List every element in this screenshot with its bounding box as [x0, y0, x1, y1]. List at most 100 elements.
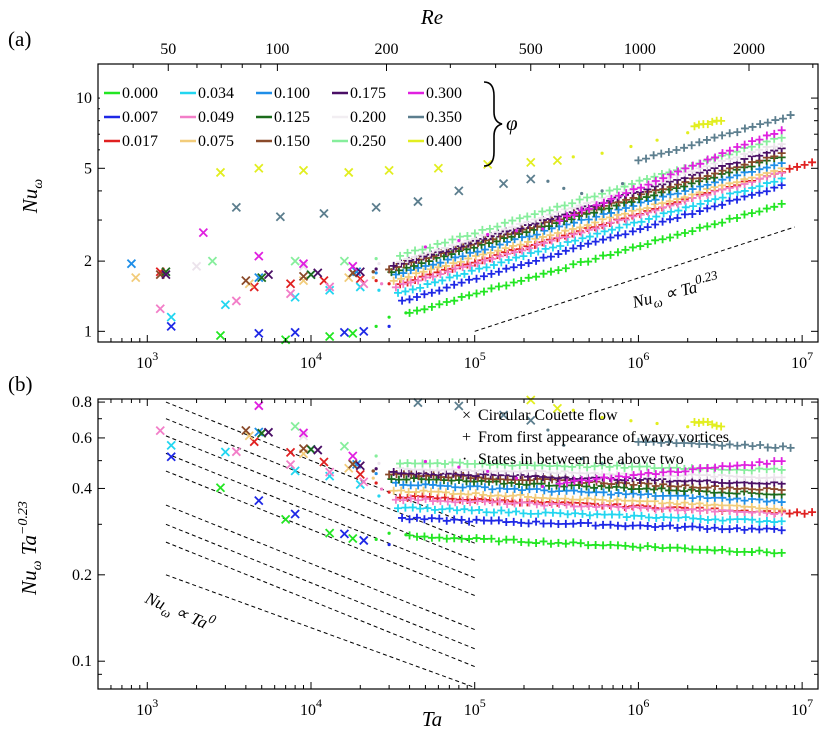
panel-a-points — [126, 111, 817, 345]
wavy-point — [510, 248, 519, 257]
wavy-point — [771, 116, 780, 125]
wavy-point — [621, 203, 630, 212]
wavy-point — [510, 499, 519, 508]
wavy-point — [695, 207, 704, 216]
wavy-point — [561, 226, 570, 235]
wavy-point — [636, 490, 645, 499]
between-point — [374, 454, 378, 458]
wavy-point — [434, 470, 443, 479]
between-point — [374, 537, 378, 541]
wavy-point — [613, 210, 622, 219]
cc-point — [166, 440, 176, 451]
panel-a-label: (a) — [8, 27, 31, 51]
wavy-point — [642, 462, 651, 471]
between-point — [486, 232, 490, 237]
wavy-point — [516, 240, 525, 249]
wavy-point — [569, 502, 578, 511]
wavy-point — [450, 296, 459, 305]
wavy-point — [725, 214, 734, 223]
cc-point — [285, 459, 296, 470]
wavy-point — [540, 238, 549, 247]
cc-point — [285, 289, 296, 299]
wavy-point — [740, 210, 749, 219]
wavy-point — [575, 195, 584, 204]
wavy-point — [755, 504, 764, 513]
wavy-point — [532, 500, 541, 509]
wavy-point — [590, 192, 599, 201]
wavy-point — [480, 483, 489, 492]
wavy-point — [509, 517, 518, 526]
cc-point — [257, 272, 267, 283]
wavy-point — [652, 513, 661, 522]
wavy-point — [503, 475, 512, 484]
y-tick-label: 0.4 — [72, 480, 92, 497]
wavy-point — [460, 505, 469, 514]
wavy-point — [664, 437, 673, 446]
cc-point — [285, 279, 296, 289]
wavy-point — [755, 525, 764, 534]
wavy-point — [658, 522, 667, 531]
wavy-point — [396, 251, 405, 260]
wavy-point — [489, 508, 498, 517]
wavy-point — [725, 440, 734, 449]
wavy-point — [397, 486, 406, 495]
wavy-point — [405, 515, 414, 524]
marker-legend: × Circular Couette flow + From first appear… — [462, 407, 729, 468]
x-tick-label: 107 — [791, 696, 813, 719]
cc-point — [483, 159, 493, 169]
wavy-point — [495, 252, 504, 261]
wavy-point — [659, 174, 668, 183]
wavy-point — [628, 496, 637, 505]
wavy-point — [718, 200, 727, 209]
wavy-point — [532, 230, 541, 239]
wavy-point — [606, 540, 615, 549]
x-top-tick-label: 200 — [375, 41, 399, 58]
wavy-point — [413, 306, 422, 315]
wavy-point — [561, 264, 570, 273]
x-top-tick-label: 1000 — [624, 41, 656, 58]
wavy-point — [576, 241, 585, 250]
wavy-point — [546, 252, 555, 261]
x-tick-label: 103 — [136, 696, 158, 719]
wavy-point — [480, 245, 489, 254]
wavy-point — [515, 461, 524, 470]
wavy-point — [391, 270, 400, 279]
wavy-point — [680, 439, 689, 448]
wavy-point — [412, 487, 421, 496]
wavy-point — [467, 506, 476, 515]
wavy-point — [427, 302, 436, 311]
wavy-point — [539, 253, 548, 262]
wavy-point — [628, 179, 637, 188]
wavy-point — [448, 465, 457, 474]
wavy-point — [553, 469, 562, 478]
wavy-point — [427, 487, 436, 496]
wavy-point — [621, 230, 630, 239]
reference-line-label-a: Nuω ∝ Ta0.23 — [628, 267, 722, 316]
between-point — [371, 476, 375, 480]
wavy-point — [568, 199, 577, 208]
wavy-point — [554, 520, 563, 529]
wavy-point — [673, 500, 682, 509]
wavy-point — [538, 207, 547, 216]
wavy-point — [770, 177, 779, 186]
wavy-point — [539, 519, 548, 528]
wavy-point — [590, 468, 599, 477]
wavy-point — [548, 508, 557, 517]
wavy-point — [526, 509, 535, 518]
cc-point — [355, 469, 365, 480]
wavy-point — [508, 216, 517, 225]
wavy-point — [740, 175, 749, 184]
wavy-point — [545, 206, 554, 215]
wavy-point — [695, 223, 704, 232]
wavy-point — [465, 534, 474, 543]
cc-point — [319, 208, 329, 219]
wavy-point — [553, 494, 562, 503]
wavy-point — [413, 532, 422, 541]
between-point — [423, 459, 428, 464]
wavy-point — [621, 490, 630, 499]
wavy-point — [486, 248, 495, 257]
wavy-point — [419, 486, 428, 495]
cc-point — [325, 282, 335, 292]
wavy-point — [621, 541, 630, 550]
wavy-point — [427, 470, 436, 479]
